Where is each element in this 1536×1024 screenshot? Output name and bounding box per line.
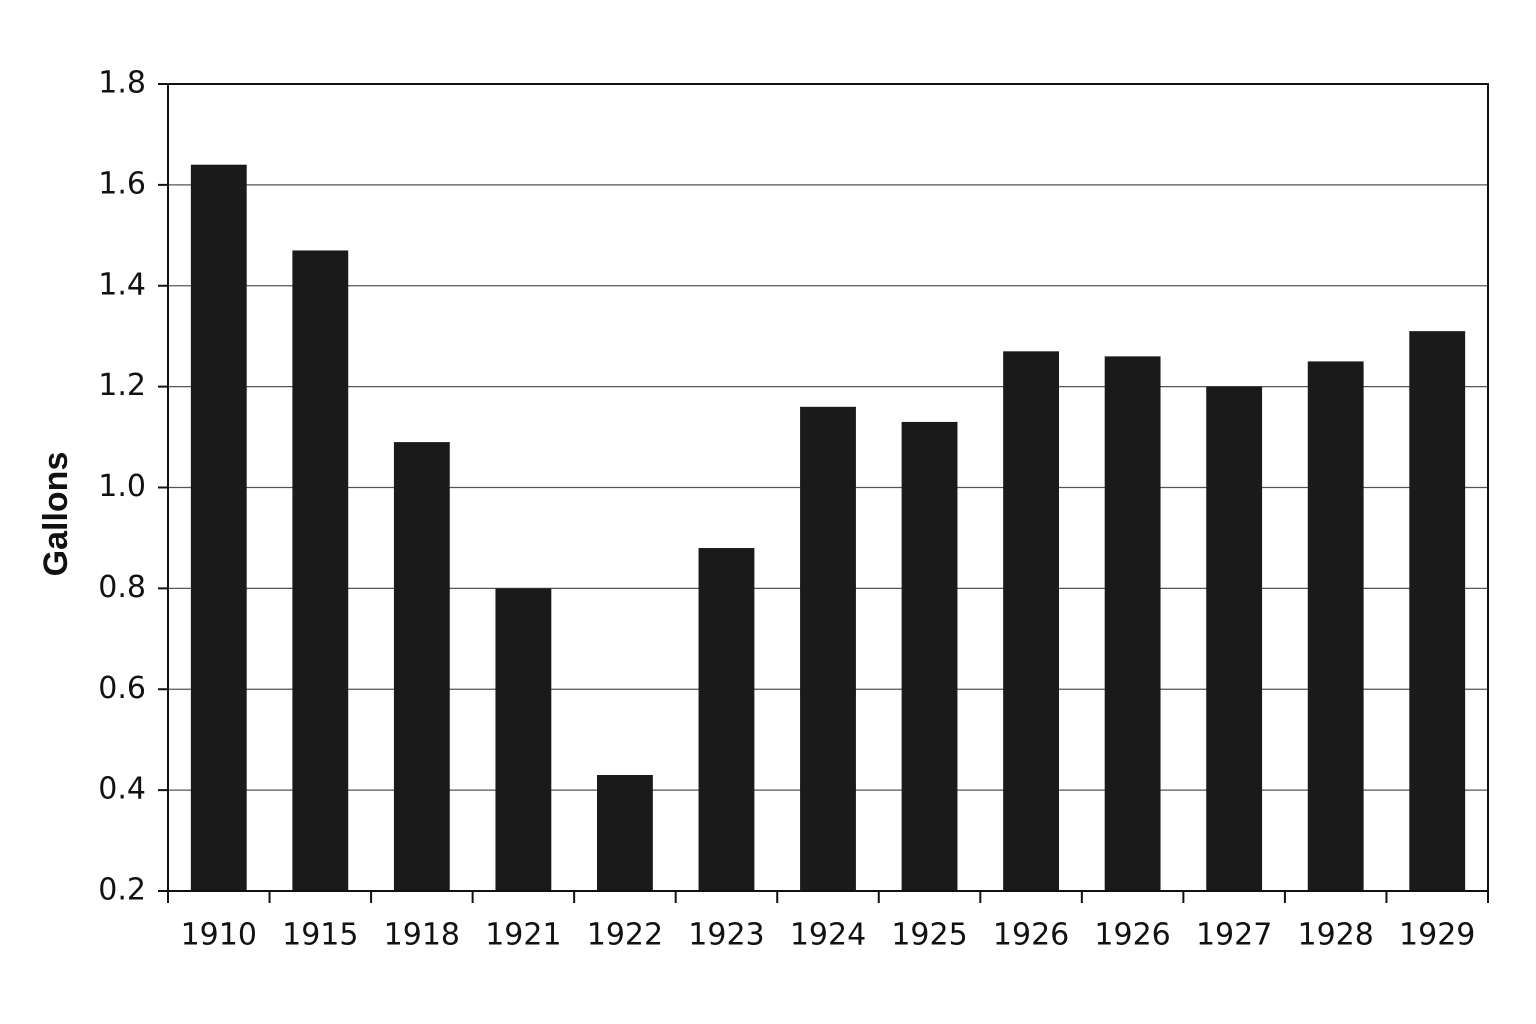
- bar: [1409, 331, 1466, 891]
- bar: [1206, 386, 1263, 891]
- y-tick-label: 0.4: [98, 772, 146, 807]
- x-tick-label: 1921: [485, 918, 561, 953]
- bar: [1104, 356, 1161, 891]
- y-tick-label: 0.6: [98, 671, 146, 706]
- x-tick-label: 1927: [1196, 918, 1272, 953]
- x-tick-label: 1928: [1298, 918, 1374, 953]
- y-tick-label: 1.8: [98, 66, 146, 101]
- bar: [698, 548, 755, 891]
- x-tick-label: 1926: [1094, 918, 1170, 953]
- bar: [495, 588, 552, 891]
- bar: [190, 164, 247, 891]
- x-tick-label: 1915: [282, 918, 358, 953]
- bar: [393, 442, 450, 891]
- x-tick-label: 1926: [993, 918, 1069, 953]
- bar: [901, 421, 958, 891]
- bar: [1307, 361, 1364, 891]
- bar: [800, 406, 856, 891]
- y-tick-label: 0.2: [98, 873, 146, 908]
- bar: [1003, 351, 1059, 892]
- bar: [597, 774, 653, 891]
- y-axis-label: Gallons: [37, 452, 75, 577]
- y-tick-label: 1.0: [98, 469, 146, 504]
- x-tick-label: 1918: [384, 918, 460, 953]
- y-tick-label: 1.4: [98, 267, 146, 302]
- y-tick-label: 0.8: [98, 570, 146, 605]
- x-tick-label: 1925: [891, 918, 967, 953]
- x-tick-label: 1910: [181, 918, 257, 953]
- x-tick-label: 1923: [688, 918, 764, 953]
- y-tick-label: 1.2: [98, 368, 146, 403]
- plot-frame: [167, 83, 1489, 892]
- bar: [292, 250, 349, 892]
- x-tick-label: 1922: [587, 918, 663, 953]
- x-tick-label: 1929: [1399, 918, 1475, 953]
- x-tick-label: 1924: [790, 918, 866, 953]
- y-tick-label: 1.6: [98, 166, 146, 201]
